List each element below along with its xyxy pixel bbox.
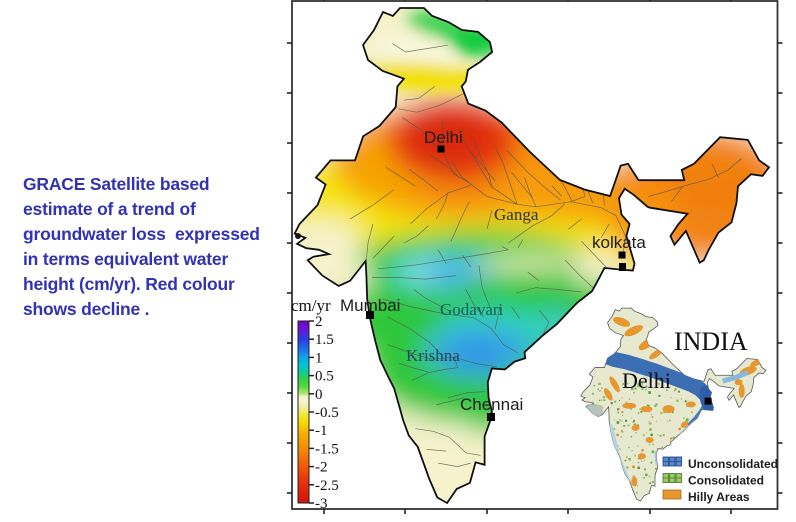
- svg-text:Hilly Areas: Hilly Areas: [688, 490, 750, 504]
- svg-text:-1.5: -1.5: [315, 441, 339, 457]
- svg-text:-0.5: -0.5: [315, 405, 339, 421]
- svg-text:Delhi: Delhi: [424, 128, 463, 147]
- svg-text:Delhi: Delhi: [622, 368, 671, 393]
- svg-text:1.5: 1.5: [315, 332, 334, 348]
- svg-text:-2: -2: [315, 460, 328, 476]
- svg-text:Krishna: Krishna: [406, 346, 460, 365]
- svg-text:Ganga: Ganga: [494, 205, 539, 224]
- svg-text:Unconsolidated: Unconsolidated: [688, 457, 778, 471]
- svg-text:0.5: 0.5: [315, 369, 334, 385]
- svg-text:-1: -1: [315, 423, 328, 439]
- svg-text:Chennai: Chennai: [460, 395, 523, 414]
- svg-text:cm/yr: cm/yr: [291, 296, 331, 315]
- svg-text:2: 2: [315, 314, 323, 330]
- svg-text:Godavari: Godavari: [440, 300, 504, 319]
- svg-text:-3: -3: [315, 496, 328, 512]
- svg-text:kolkata: kolkata: [592, 233, 646, 252]
- svg-text:-2.5: -2.5: [315, 478, 339, 494]
- svg-text:Mumbai: Mumbai: [340, 296, 400, 315]
- svg-text:1: 1: [315, 350, 323, 366]
- svg-text:Consolidated: Consolidated: [688, 474, 764, 488]
- svg-text:INDIA: INDIA: [674, 327, 748, 356]
- svg-text:0: 0: [315, 387, 323, 403]
